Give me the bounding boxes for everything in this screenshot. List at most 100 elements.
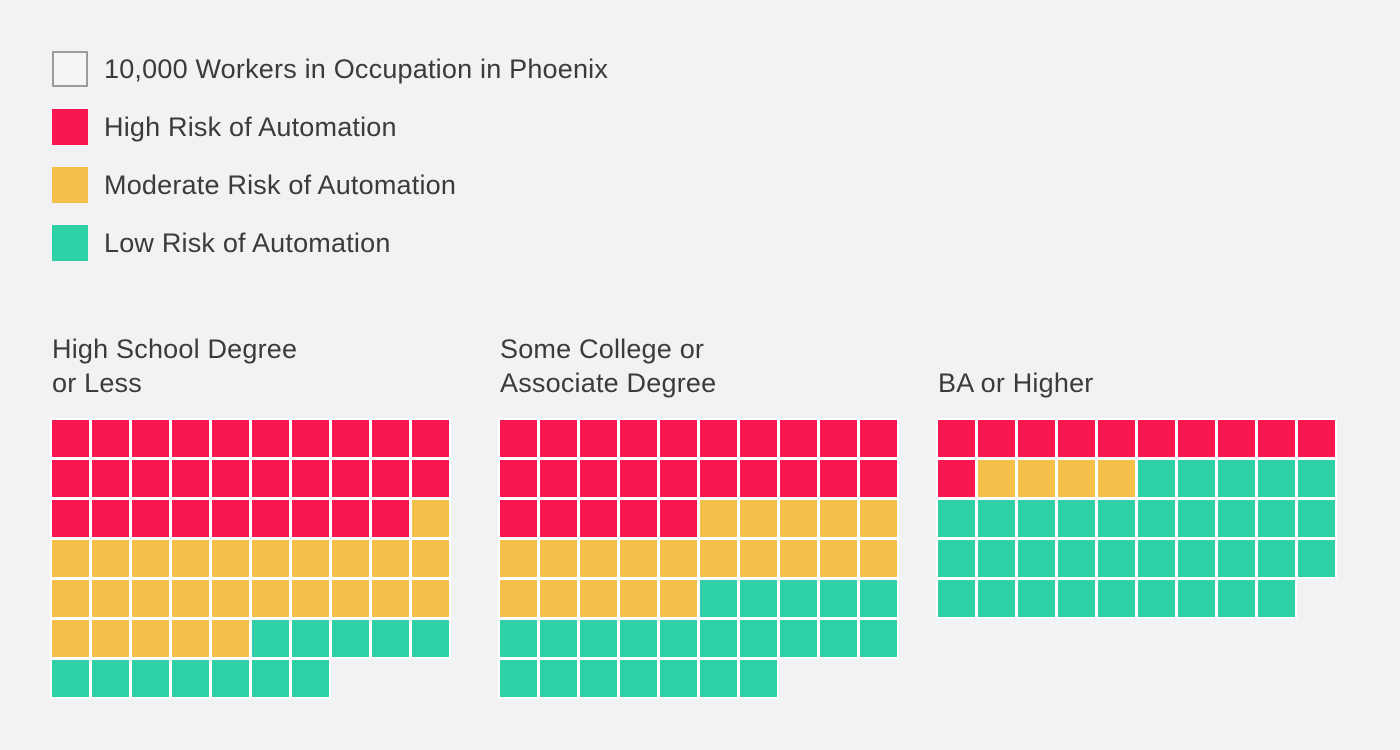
waffle-cell-low <box>578 658 619 699</box>
waffle-row <box>50 538 451 579</box>
waffle-cell-high <box>370 418 411 459</box>
waffle-cell-moderate <box>976 458 1017 499</box>
chart-title-line: Some College or <box>500 334 705 364</box>
waffle-cell-high <box>130 498 171 539</box>
waffle-cell-high <box>1296 418 1337 459</box>
waffle-cell-high <box>738 418 779 459</box>
waffle-cell-low <box>698 578 739 619</box>
waffle-cell-low <box>370 618 411 659</box>
waffle-cell-high <box>250 498 291 539</box>
chart-title-line: High School Degree <box>52 334 298 364</box>
legend-label: High Risk of Automation <box>104 111 397 142</box>
waffle-cell-low <box>936 578 977 619</box>
waffle-cell-low <box>1136 458 1177 499</box>
waffle-cell-high <box>210 458 251 499</box>
waffle-cell-moderate <box>170 578 211 619</box>
swatch-low-icon <box>52 225 88 261</box>
waffle-cell-moderate <box>538 538 579 579</box>
waffle-cell-moderate <box>410 498 451 539</box>
legend-item-high: High Risk of Automation <box>52 109 608 145</box>
waffle-cell-high <box>818 418 859 459</box>
waffle-cell-low <box>1216 578 1257 619</box>
waffle-cell-high <box>658 458 699 499</box>
waffle-cell-high <box>1056 418 1097 459</box>
waffle-cell-moderate <box>658 538 699 579</box>
waffle-chart-ba-or-higher: BA or Higher <box>936 332 1337 619</box>
waffle-cell-low <box>130 658 171 699</box>
waffle-cell-high <box>1136 418 1177 459</box>
waffle-cell-moderate <box>698 538 739 579</box>
waffle-row <box>498 498 899 539</box>
waffle-cell-high <box>170 418 211 459</box>
waffle-cell-high <box>290 458 331 499</box>
waffle-cell-high <box>976 418 1017 459</box>
waffle-cell-low <box>936 538 977 579</box>
legend-label: 10,000 Workers in Occupation in Phoenix <box>104 53 609 84</box>
waffle-cell-moderate <box>210 538 251 579</box>
waffle-cell-high <box>538 498 579 539</box>
waffle-cell-low <box>818 578 859 619</box>
waffle-cell-moderate <box>778 498 819 539</box>
waffle-cell-low <box>330 618 371 659</box>
legend-label: Moderate Risk of Automation <box>104 169 457 200</box>
waffle-cell-low <box>1256 578 1297 619</box>
waffle-cell-high <box>858 418 899 459</box>
waffle-chart-some-college-or-associate-degree: Some College or Associate Degree <box>498 332 899 699</box>
waffle-cell-moderate <box>250 578 291 619</box>
waffle-cell-high <box>578 458 619 499</box>
waffle-cell-low <box>1136 538 1177 579</box>
waffle-cell-low <box>1016 538 1057 579</box>
waffle-cell-high <box>290 418 331 459</box>
waffle-cell-moderate <box>818 498 859 539</box>
waffle-cell-moderate <box>50 618 91 659</box>
waffle-cell-high <box>936 458 977 499</box>
waffle-cell-low <box>578 618 619 659</box>
waffle-cell-high <box>210 418 251 459</box>
waffle-grid <box>498 418 899 699</box>
waffle-cell-high <box>1016 418 1057 459</box>
waffle-cell-moderate <box>250 538 291 579</box>
waffle-cell-moderate <box>210 618 251 659</box>
waffle-cell-low <box>618 618 659 659</box>
waffle-cell-low <box>698 658 739 699</box>
waffle-cell-high <box>250 458 291 499</box>
waffle-row <box>936 498 1337 539</box>
waffle-cell-moderate <box>210 578 251 619</box>
waffle-cell-high <box>210 498 251 539</box>
waffle-cell-low <box>1216 538 1257 579</box>
waffle-cell-high <box>50 418 91 459</box>
waffle-cell-low <box>936 498 977 539</box>
waffle-cell-low <box>1216 498 1257 539</box>
waffle-cell-high <box>1096 418 1137 459</box>
waffle-cell-high <box>618 418 659 459</box>
waffle-cell-moderate <box>170 618 211 659</box>
waffle-cell-high <box>858 458 899 499</box>
waffle-cell-low <box>1216 458 1257 499</box>
waffle-cell-low <box>1056 578 1097 619</box>
waffle-cell-low <box>210 658 251 699</box>
waffle-row <box>498 578 899 619</box>
waffle-cell-low <box>1256 538 1297 579</box>
waffle-row <box>50 618 451 659</box>
waffle-cell-high <box>818 458 859 499</box>
waffle-cell-moderate <box>738 498 779 539</box>
waffle-cell-moderate <box>578 538 619 579</box>
waffle-cell-high <box>778 418 819 459</box>
waffle-cell-moderate <box>130 578 171 619</box>
waffle-row <box>498 538 899 579</box>
waffle-row <box>498 458 899 499</box>
waffle-cell-low <box>976 578 1017 619</box>
waffle-cell-moderate <box>130 538 171 579</box>
waffle-cell-high <box>578 418 619 459</box>
chart-title: High School Degree or Less <box>52 332 449 400</box>
waffle-cell-moderate <box>858 538 899 579</box>
waffle-cell-high <box>410 458 451 499</box>
waffle-cell-moderate <box>618 578 659 619</box>
waffle-cell-low <box>738 618 779 659</box>
waffle-cell-high <box>936 418 977 459</box>
waffle-cell-moderate <box>618 538 659 579</box>
waffle-row <box>498 658 897 699</box>
waffle-cell-moderate <box>370 578 411 619</box>
waffle-cell-high <box>90 418 131 459</box>
waffle-cell-high <box>1256 418 1297 459</box>
